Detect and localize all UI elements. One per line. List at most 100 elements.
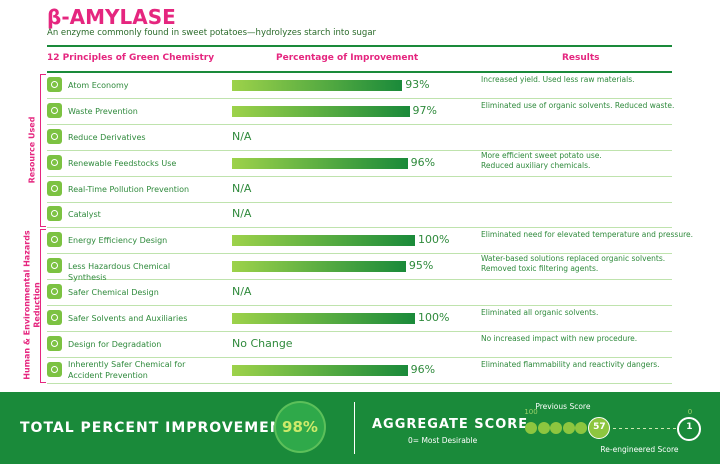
aggregate-label: AGGREGATE SCORE [372, 417, 529, 432]
result: Eliminated use of organic solvents. Redu… [481, 100, 675, 110]
score-dot [562, 422, 575, 434]
icon-glyph [51, 288, 58, 296]
result: Reduced auxiliary chemicals. [481, 160, 591, 170]
bar [232, 313, 415, 325]
score-dash [667, 428, 671, 429]
bar-label: 96% [410, 155, 436, 169]
score-dot [575, 422, 588, 434]
icon-glyph [51, 314, 58, 322]
bar-label: 93% [405, 77, 430, 91]
icon-glyph [51, 365, 58, 373]
aggregate-note: 0= Most Desirable [408, 436, 478, 445]
header: Percentage of Improvement [276, 53, 419, 63]
icon-glyph [51, 80, 58, 88]
previous-label: Previous Score [535, 402, 591, 411]
rule [47, 45, 672, 47]
current-label: Re-engineered Score [600, 445, 679, 454]
bar-label: 97% [412, 103, 437, 117]
group-bracket [40, 229, 46, 383]
result: Eliminated flammability and reactivity d… [481, 359, 660, 369]
icon-glyph [51, 158, 58, 166]
bar-label: No Change [232, 336, 293, 350]
icon [47, 76, 62, 92]
icon [47, 206, 62, 222]
principle: Design for Degradation [68, 339, 162, 349]
score-dash [661, 428, 665, 429]
current-score [677, 417, 702, 441]
icon [47, 310, 62, 326]
icon [47, 154, 62, 170]
row-divider [47, 97, 672, 99]
icon-glyph [51, 210, 58, 218]
row-divider [47, 279, 672, 281]
score-dash [655, 428, 659, 429]
scale-label: 100 [524, 408, 538, 416]
principle: Waste Prevention [68, 106, 138, 116]
score-dash [625, 428, 629, 429]
previous-score [588, 417, 611, 439]
title: β-AMYLASE [47, 5, 176, 29]
row-divider [47, 175, 672, 177]
icon-glyph [51, 106, 58, 114]
total-value: 98% [282, 418, 318, 436]
icon-glyph [51, 262, 58, 270]
principle: Inherently Safer Chemical for Accident P… [68, 359, 186, 380]
icon [47, 284, 62, 300]
group-label: Human & Environmental Hazards Reduction [23, 230, 43, 380]
header: Results [562, 53, 600, 63]
score-dash [649, 428, 653, 429]
bar [232, 157, 408, 169]
row-divider [47, 201, 672, 203]
result: Increased yield. Used less raw materials… [481, 74, 635, 84]
bar-label: N/A [232, 207, 252, 221]
icon [47, 232, 62, 248]
score-dot [537, 422, 550, 434]
score-dash [631, 428, 635, 429]
bar [232, 261, 406, 273]
row-divider [47, 227, 672, 229]
row-divider [47, 149, 672, 151]
icon-glyph [51, 184, 58, 192]
principle: Safer Solvents and Auxiliaries [68, 314, 188, 324]
score-dash [613, 428, 617, 429]
bar-label: N/A [232, 129, 252, 143]
principle: Atom Economy [68, 80, 129, 90]
score-dash [643, 428, 647, 429]
bar [232, 364, 408, 376]
bar [232, 105, 410, 117]
principle: Less Hazardous Chemical Synthesis [68, 262, 171, 283]
score-dash [673, 428, 677, 429]
group-bracket [40, 74, 46, 228]
total-circle [276, 403, 324, 451]
icon [47, 102, 62, 118]
principle: Energy Efficiency Design [68, 236, 168, 246]
bar-label: N/A [232, 181, 252, 195]
bar [232, 235, 415, 247]
total-label: TOTAL PERCENT IMPROVEMENT [20, 420, 293, 436]
result: Eliminated need for elevated temperature… [481, 230, 694, 240]
bar [232, 79, 403, 91]
row-divider [47, 382, 672, 384]
rule [47, 71, 672, 73]
row-divider [47, 331, 672, 332]
bar-label: 100% [418, 233, 450, 247]
icon [47, 258, 62, 274]
row-divider [47, 123, 672, 125]
row-divider [47, 356, 672, 358]
principle: Reduce Derivatives [68, 132, 146, 142]
scale-label: 0 [687, 408, 693, 416]
icon-glyph [51, 339, 58, 347]
score-dot [525, 422, 537, 434]
subtitle: An enzyme commonly found in sweet potato… [47, 28, 377, 38]
icon-glyph [51, 236, 58, 244]
principle: Safer Chemical Design [68, 288, 159, 298]
icon [47, 361, 62, 377]
result: No increased impact with new procedure. [481, 333, 638, 343]
result: Eliminated all organic solvents. [481, 308, 599, 318]
icon [47, 335, 62, 351]
bar-label: N/A [232, 285, 252, 299]
bar-label: 96% [410, 362, 436, 376]
result: Water-based solutions replaced organic s… [481, 254, 666, 264]
divider [354, 402, 355, 454]
